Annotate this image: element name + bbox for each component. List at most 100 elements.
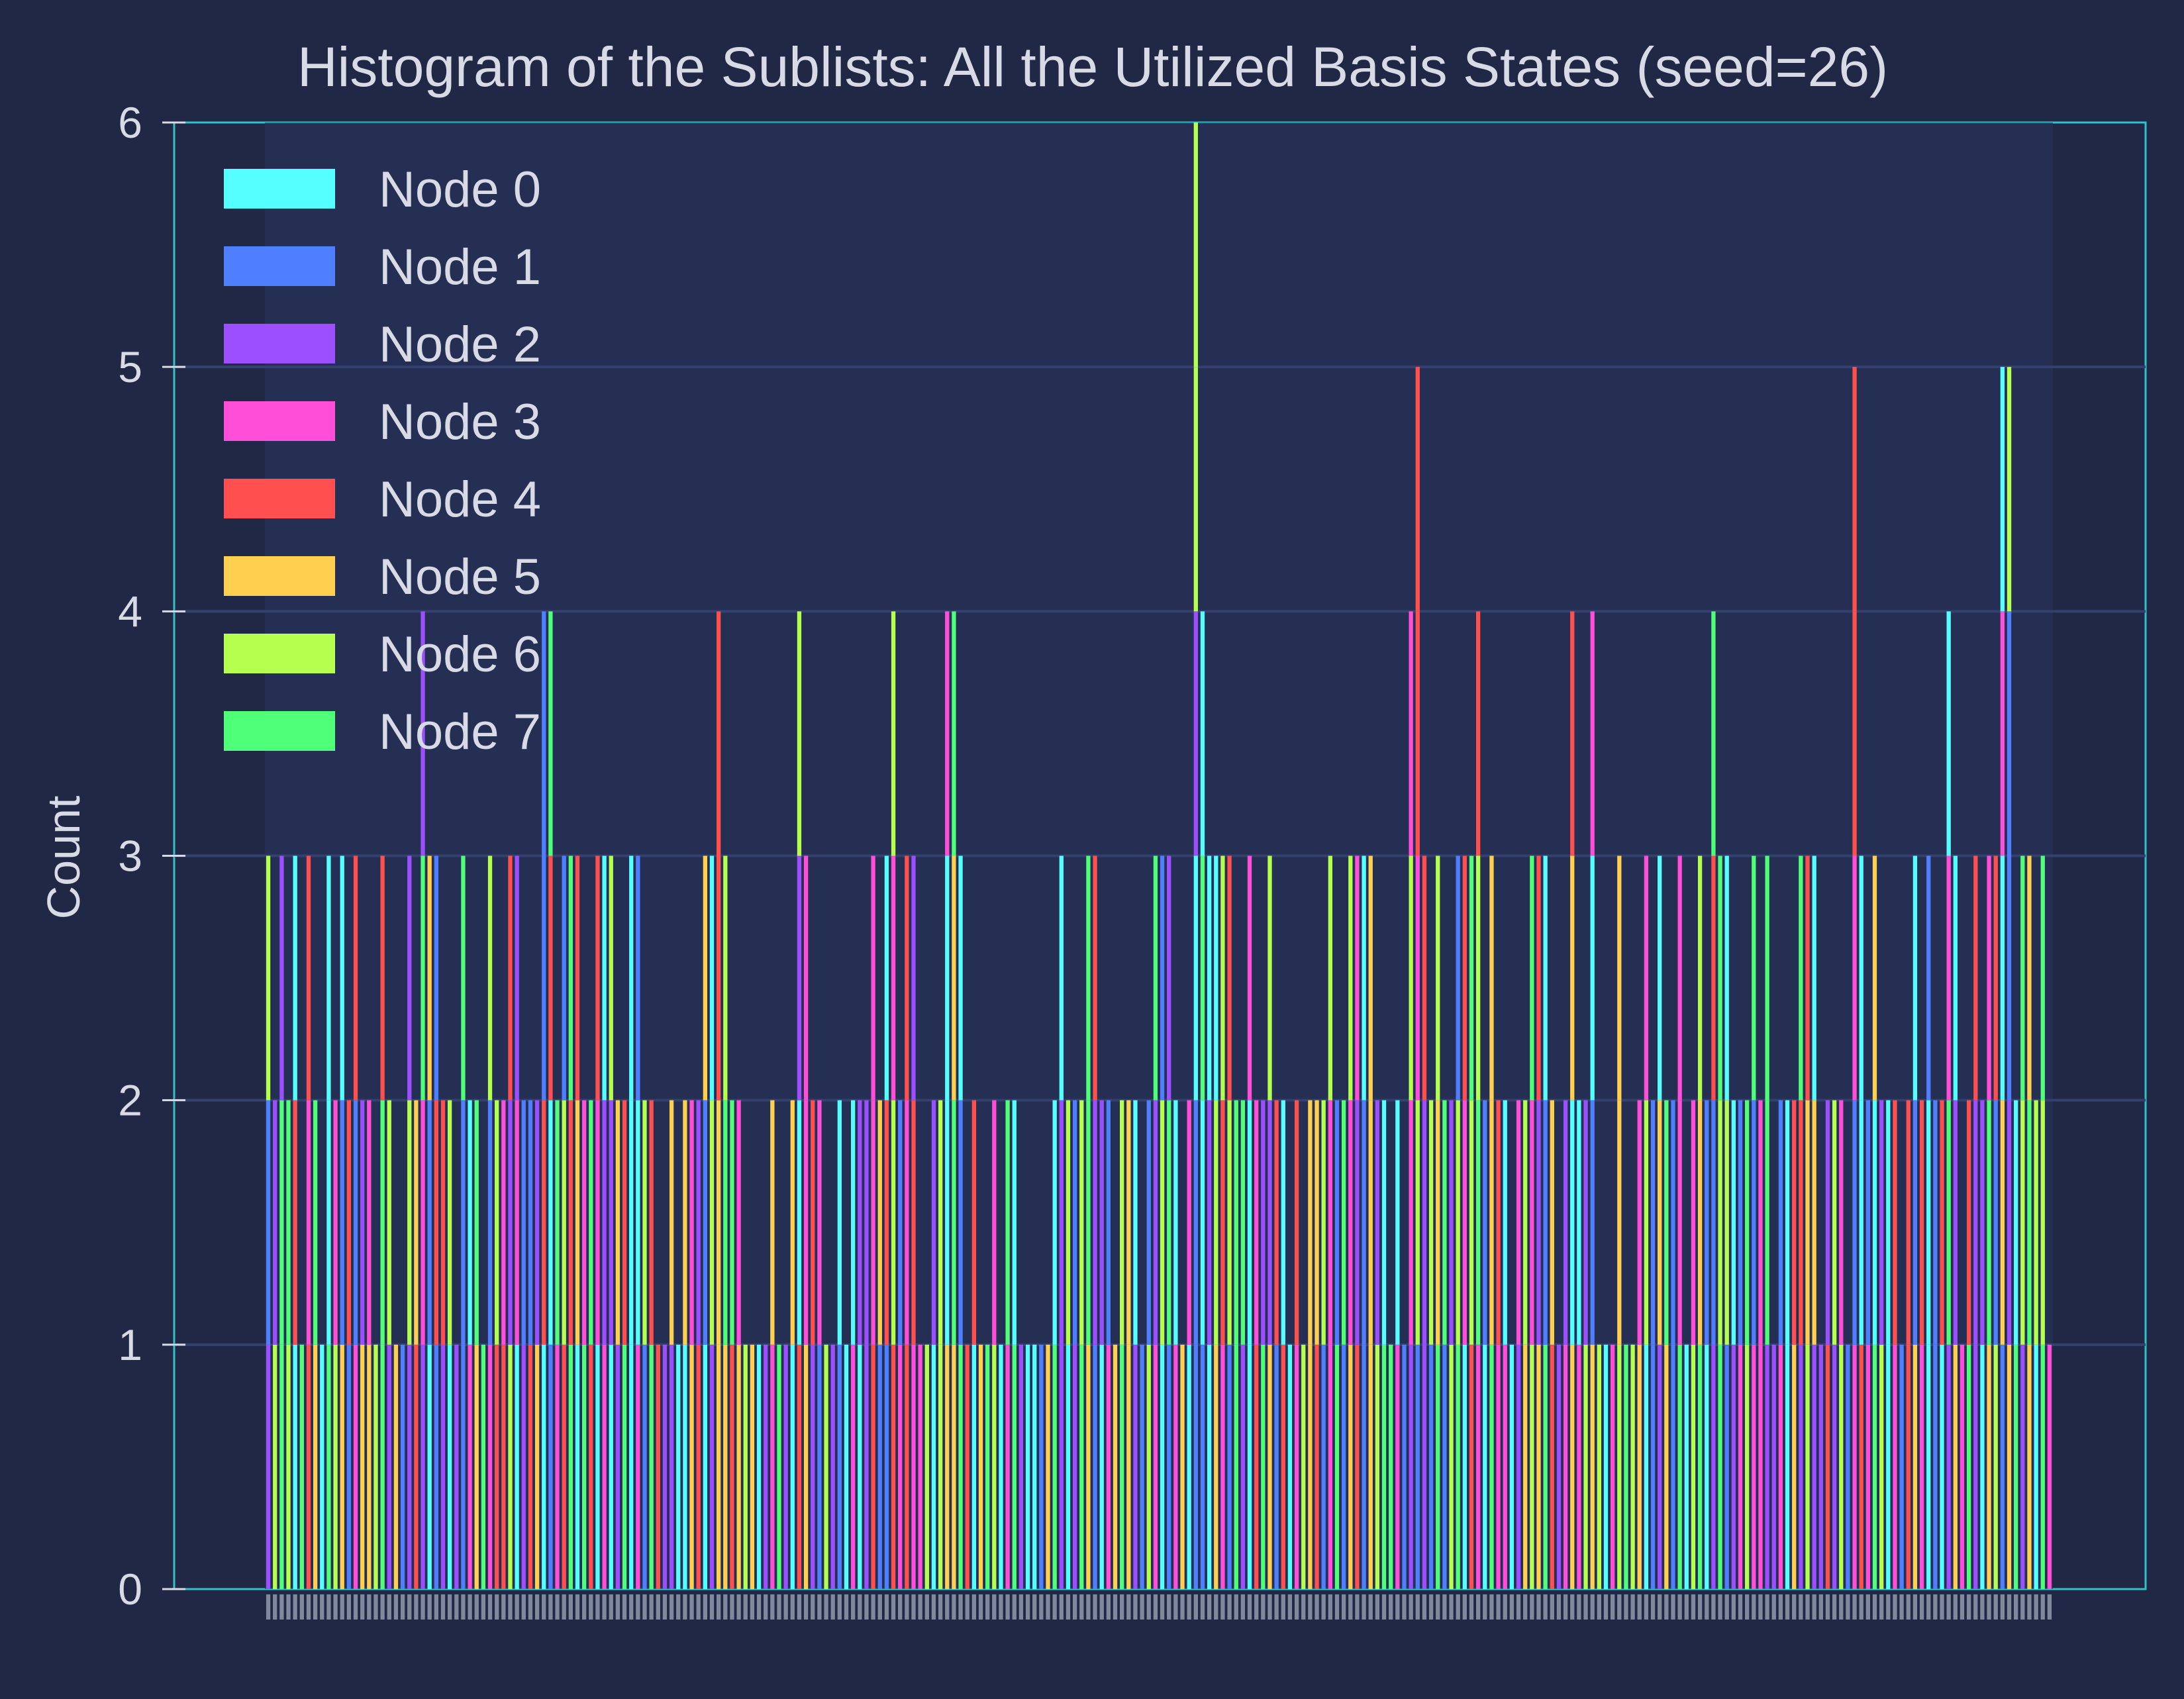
bar-segment bbox=[1711, 855, 1716, 1100]
bar-segment bbox=[501, 1344, 506, 1589]
x-tick-label bbox=[898, 1594, 903, 1620]
x-tick-label bbox=[1812, 1594, 1816, 1620]
bar-segment bbox=[649, 1344, 654, 1589]
bar-segment bbox=[1516, 1100, 1521, 1345]
bar-segment bbox=[1247, 1100, 1252, 1345]
bar-segment bbox=[1294, 1100, 1299, 1345]
bar-segment bbox=[1193, 367, 1198, 612]
bar-segment bbox=[1052, 1100, 1057, 1345]
bar-segment bbox=[858, 1344, 862, 1589]
bar-segment bbox=[427, 855, 432, 1100]
bar-segment bbox=[1658, 855, 1662, 1100]
bar-segment bbox=[266, 855, 271, 1100]
x-tick-label bbox=[440, 1594, 446, 1620]
bar-segment bbox=[1926, 855, 1931, 1100]
bar-segment bbox=[689, 1344, 694, 1589]
bar-segment bbox=[1133, 1100, 1138, 1345]
x-tick-label bbox=[1294, 1594, 1299, 1620]
bar-segment bbox=[1852, 611, 1857, 856]
x-tick-label bbox=[965, 1594, 969, 1620]
bar-segment bbox=[521, 1344, 526, 1589]
bar-segment bbox=[1133, 1344, 1138, 1589]
bar-segment bbox=[1805, 1100, 1810, 1345]
bar-segment bbox=[1919, 1344, 1924, 1589]
bar-segment bbox=[629, 1344, 634, 1589]
x-tick-label bbox=[877, 1594, 882, 1620]
x-tick-label bbox=[1912, 1594, 1918, 1620]
x-tick-label bbox=[1395, 1594, 1400, 1620]
bar-segment bbox=[1193, 1100, 1198, 1345]
x-tick-label bbox=[703, 1594, 707, 1620]
x-tick-label bbox=[1456, 1594, 1460, 1620]
bar-segment bbox=[326, 1344, 331, 1589]
bar-segment bbox=[851, 1344, 856, 1589]
x-tick-label bbox=[1818, 1594, 1823, 1620]
bar-segment bbox=[1799, 1100, 1803, 1345]
bar-segment bbox=[1973, 1100, 1978, 1345]
bar-segment bbox=[1583, 1344, 1588, 1589]
x-tick-label bbox=[387, 1594, 391, 1620]
bar-segment bbox=[427, 1100, 432, 1345]
bar-segment bbox=[709, 1100, 715, 1345]
bar-segment bbox=[1671, 1100, 1675, 1345]
bar-segment bbox=[952, 611, 956, 856]
x-tick-label bbox=[803, 1594, 809, 1620]
legend-swatch bbox=[224, 246, 335, 286]
bar-segment bbox=[971, 1344, 977, 1589]
x-tick-label bbox=[1436, 1594, 1440, 1620]
bar-segment bbox=[1765, 855, 1769, 1100]
bar-segment bbox=[1328, 1100, 1332, 1345]
bar-segment bbox=[1872, 1344, 1877, 1589]
bar-segment bbox=[461, 855, 466, 1100]
y-tick-label: 6 bbox=[118, 98, 142, 147]
bar-segment bbox=[1912, 855, 1918, 1100]
x-tick-label bbox=[521, 1594, 526, 1620]
bar-segment bbox=[1267, 1344, 1272, 1589]
bar-segment bbox=[581, 1100, 587, 1345]
bar-segment bbox=[905, 855, 909, 1100]
bar-segment bbox=[293, 855, 297, 1100]
bar-segment bbox=[1859, 1100, 1863, 1345]
bar-segment bbox=[1160, 1344, 1165, 1589]
bar-segment bbox=[279, 1344, 284, 1589]
bar-segment bbox=[1436, 1344, 1440, 1589]
bar-segment bbox=[1899, 1344, 1904, 1589]
bar-segment bbox=[1281, 1100, 1285, 1345]
bar-segment bbox=[575, 1100, 580, 1345]
x-tick-label bbox=[817, 1594, 822, 1620]
x-tick-label bbox=[1389, 1594, 1393, 1620]
bar-segment bbox=[1799, 1344, 1803, 1589]
bar-segment bbox=[2000, 1100, 2005, 1345]
bar-segment bbox=[367, 1100, 372, 1345]
bar-segment bbox=[1879, 1100, 1884, 1345]
x-tick-label bbox=[286, 1594, 291, 1620]
bar-segment bbox=[501, 1100, 506, 1345]
bar-segment bbox=[1879, 1344, 1884, 1589]
x-tick-label bbox=[1839, 1594, 1844, 1620]
bar-segment bbox=[1745, 1100, 1750, 1345]
bar-segment bbox=[1227, 1344, 1232, 1589]
x-tick-label bbox=[575, 1594, 580, 1620]
x-tick-label bbox=[1018, 1594, 1024, 1620]
bar-segment bbox=[992, 1100, 997, 1345]
bar-segment bbox=[1315, 1344, 1319, 1589]
bar-segment bbox=[1677, 855, 1682, 1100]
x-tick-label bbox=[1066, 1594, 1071, 1620]
bar-segment bbox=[461, 1344, 466, 1589]
x-tick-label bbox=[414, 1594, 419, 1620]
bar-segment bbox=[1449, 1100, 1454, 1345]
bar-segment bbox=[2034, 1100, 2038, 1345]
bar-segment bbox=[1415, 367, 1420, 612]
bar-segment bbox=[1752, 1100, 1756, 1345]
bar-segment bbox=[508, 1100, 513, 1345]
bar-segment bbox=[1752, 855, 1756, 1100]
legend-label: Node 5 bbox=[379, 549, 541, 605]
x-tick-label bbox=[1650, 1594, 1656, 1620]
bar-segment bbox=[1859, 855, 1863, 1100]
bar-segment bbox=[447, 1344, 452, 1589]
bar-segment bbox=[468, 1100, 472, 1345]
x-tick-label bbox=[508, 1594, 513, 1620]
bar-segment bbox=[528, 1100, 533, 1345]
x-tick-label bbox=[581, 1594, 587, 1620]
bar-segment bbox=[1422, 1344, 1427, 1589]
